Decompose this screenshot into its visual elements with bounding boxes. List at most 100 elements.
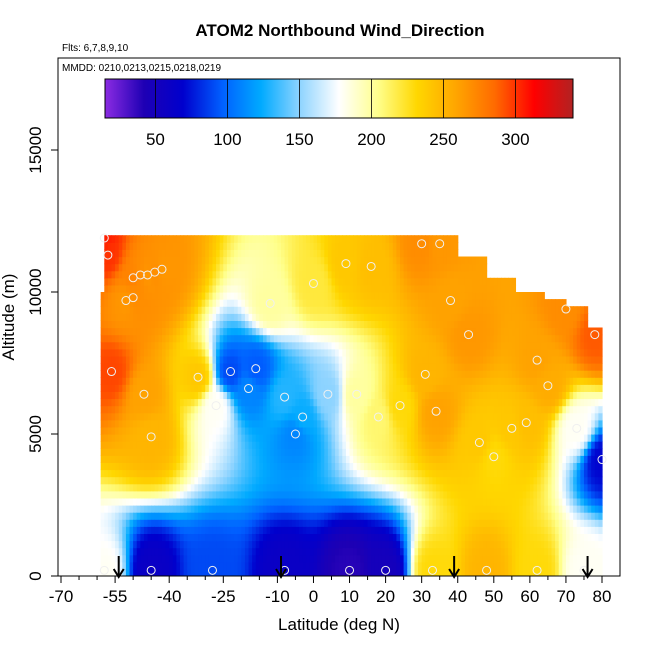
heatmap-cell xyxy=(425,320,430,329)
heatmap-cell xyxy=(291,377,297,385)
heatmap-cell xyxy=(425,377,430,385)
heatmap-cell xyxy=(396,505,401,513)
heatmap-cell xyxy=(295,391,300,400)
heatmap-cell xyxy=(208,519,214,527)
heatmap-cell xyxy=(320,320,325,329)
heatmap-cell xyxy=(147,256,152,265)
heatmap-cell xyxy=(125,533,131,542)
heatmap-cell xyxy=(349,561,354,570)
heatmap-cell xyxy=(410,533,416,542)
heatmap-cell xyxy=(450,363,455,371)
heatmap-cell xyxy=(237,235,242,243)
heatmap-cell xyxy=(407,490,412,499)
heatmap-cell xyxy=(154,462,159,471)
heatmap-cell xyxy=(234,327,239,336)
heatmap-cell xyxy=(140,270,145,279)
heatmap-cell xyxy=(176,568,181,576)
heatmap-cell xyxy=(172,292,178,300)
heatmap-cell xyxy=(208,341,214,350)
heatmap-cell xyxy=(161,256,167,265)
heatmap-cell xyxy=(349,263,354,272)
heatmap-cell xyxy=(140,426,145,435)
heatmap-cell xyxy=(389,363,394,371)
heatmap-cell xyxy=(172,363,178,371)
heatmap-cell xyxy=(115,299,120,307)
heatmap-cell xyxy=(295,476,300,485)
heatmap-cell xyxy=(277,299,282,307)
heatmap-cell xyxy=(248,320,253,329)
heatmap-cell xyxy=(313,540,318,549)
heatmap-cell xyxy=(324,526,329,534)
heatmap-cell xyxy=(400,256,405,265)
heatmap-cell xyxy=(180,327,185,336)
heatmap-cell xyxy=(446,270,452,279)
heatmap-cell xyxy=(219,554,224,563)
heatmap-cell xyxy=(205,348,210,357)
heatmap-cell xyxy=(147,483,152,492)
heatmap-cell xyxy=(147,512,152,520)
heatmap-cell xyxy=(216,441,221,449)
heatmap-cell xyxy=(244,242,250,250)
heatmap-cell xyxy=(313,434,318,442)
heatmap-cell xyxy=(309,497,315,506)
heatmap-cell xyxy=(270,462,275,471)
heatmap-cell xyxy=(309,476,315,485)
heatmap-cell xyxy=(212,299,217,307)
heatmap-cell xyxy=(436,263,441,272)
heatmap-cell xyxy=(421,497,426,506)
heatmap-cell xyxy=(226,519,232,527)
heatmap-cell xyxy=(302,497,307,506)
heatmap-cell xyxy=(288,306,293,314)
heatmap-cell xyxy=(219,483,224,492)
heatmap-cell xyxy=(403,256,408,265)
heatmap-cell xyxy=(226,334,232,343)
heatmap-cell xyxy=(176,306,181,314)
heatmap-cell xyxy=(371,426,376,435)
heatmap-cell xyxy=(381,426,387,435)
heatmap-cell xyxy=(418,540,423,549)
heatmap-cell xyxy=(464,341,470,350)
heatmap-cell xyxy=(338,377,343,385)
heatmap-cell xyxy=(180,306,185,314)
heatmap-cell xyxy=(115,434,120,442)
heatmap-cell xyxy=(129,355,134,364)
heatmap-cell xyxy=(259,561,264,570)
heatmap-cell xyxy=(234,313,239,321)
heatmap-cell xyxy=(371,341,376,350)
heatmap-cell xyxy=(378,313,383,321)
heatmap-cell xyxy=(154,561,159,570)
heatmap-cell xyxy=(205,512,210,520)
heatmap-cell xyxy=(454,391,459,400)
heatmap-cell xyxy=(421,483,426,492)
heatmap-cell xyxy=(302,277,307,286)
heatmap-cell xyxy=(327,476,333,485)
heatmap-cell xyxy=(356,306,361,314)
heatmap-cell xyxy=(291,327,297,336)
heatmap-cell xyxy=(407,242,412,250)
heatmap-cell xyxy=(345,348,351,357)
heatmap-cell xyxy=(136,363,141,371)
heatmap-cell xyxy=(281,313,286,321)
heatmap-cell xyxy=(111,320,116,329)
heatmap-cell xyxy=(266,363,271,371)
heatmap-cell xyxy=(262,320,268,329)
heatmap-cell xyxy=(230,292,235,300)
heatmap-cell xyxy=(136,540,141,549)
heatmap-cell xyxy=(201,476,206,485)
heatmap-cell xyxy=(414,483,419,492)
heatmap-cell xyxy=(183,306,188,314)
heatmap-cell xyxy=(143,370,149,378)
heatmap-cell xyxy=(151,263,156,272)
heatmap-cell xyxy=(111,341,116,350)
heatmap-cell xyxy=(201,235,206,243)
heatmap-cell xyxy=(133,384,138,392)
heatmap-cell xyxy=(219,249,224,258)
heatmap-cell xyxy=(425,554,430,563)
heatmap-cell xyxy=(161,263,167,272)
heatmap-cell xyxy=(454,313,459,321)
heatmap-cell xyxy=(266,476,271,485)
heatmap-cell xyxy=(165,561,170,570)
heatmap-cell xyxy=(194,334,199,343)
heatmap-cell xyxy=(133,505,138,513)
heatmap-cell xyxy=(432,348,437,357)
